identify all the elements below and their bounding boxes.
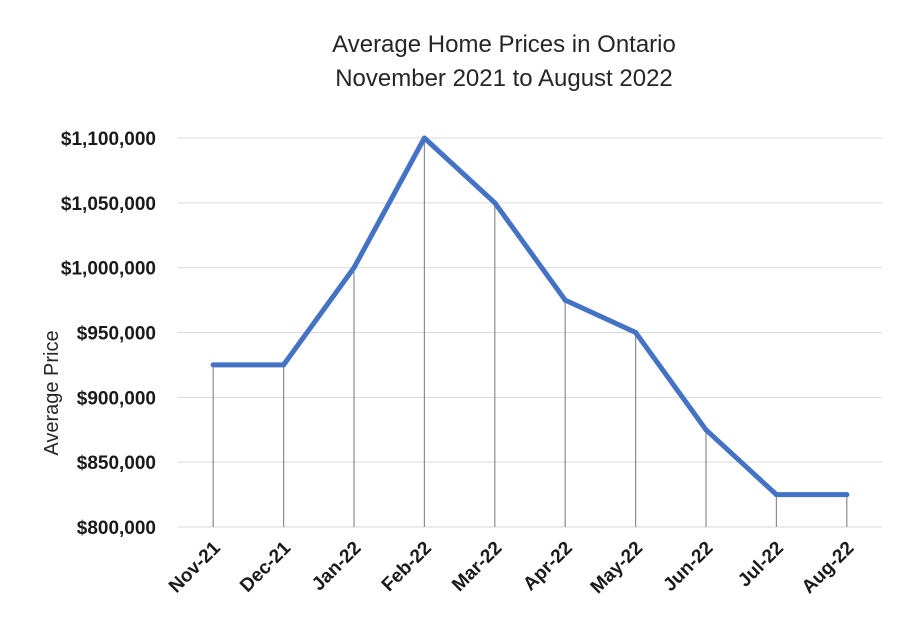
x-tick-label: Jun-22 bbox=[659, 538, 717, 596]
data-point bbox=[703, 427, 709, 433]
drop-lines bbox=[212, 138, 848, 527]
y-tick-label: $1,000,000 bbox=[61, 259, 156, 280]
data-point bbox=[492, 200, 498, 206]
chart-title: Average Home Prices in Ontario bbox=[332, 31, 676, 58]
data-point bbox=[210, 362, 216, 368]
x-tick-label: Apr-22 bbox=[519, 538, 576, 595]
x-tick-label: Mar-22 bbox=[448, 538, 506, 596]
x-tick-label: May-22 bbox=[587, 538, 647, 598]
data-point bbox=[421, 135, 427, 141]
x-tick-label: Jan-22 bbox=[308, 538, 365, 595]
data-point bbox=[633, 330, 639, 335]
data-point bbox=[773, 492, 779, 498]
x-tick-label: Feb-22 bbox=[378, 538, 436, 596]
y-tick-label: $1,050,000 bbox=[61, 194, 156, 215]
x-tick-label: Nov-21 bbox=[165, 537, 225, 597]
gridlines bbox=[178, 137, 882, 528]
y-axis-ticks: $800,000 $850,000 $900,000 $950,000 $1,000,0… bbox=[61, 129, 156, 539]
x-tick-label: Aug-22 bbox=[798, 538, 858, 598]
y-tick-label: $800,000 bbox=[77, 518, 156, 539]
x-tick-label: Dec-21 bbox=[236, 537, 295, 596]
y-axis-label: Average Price bbox=[41, 330, 63, 455]
chart-subtitle: November 2021 to August 2022 bbox=[335, 65, 673, 92]
y-tick-label: $950,000 bbox=[77, 324, 156, 345]
y-tick-label: $850,000 bbox=[77, 453, 156, 474]
data-point bbox=[562, 297, 568, 303]
data-point bbox=[844, 492, 850, 498]
y-tick-label: $900,000 bbox=[77, 388, 156, 409]
data-point bbox=[281, 362, 287, 368]
x-axis-ticks: Nov-21 Dec-21 Jan-22 Feb-22 Mar-22 Apr-22 May-… bbox=[165, 537, 858, 598]
series-line bbox=[210, 135, 850, 498]
data-point bbox=[351, 265, 357, 271]
series-layer bbox=[210, 135, 850, 498]
x-tick-label: Jul-22 bbox=[734, 538, 788, 592]
y-tick-label: $1,100,000 bbox=[61, 129, 156, 150]
